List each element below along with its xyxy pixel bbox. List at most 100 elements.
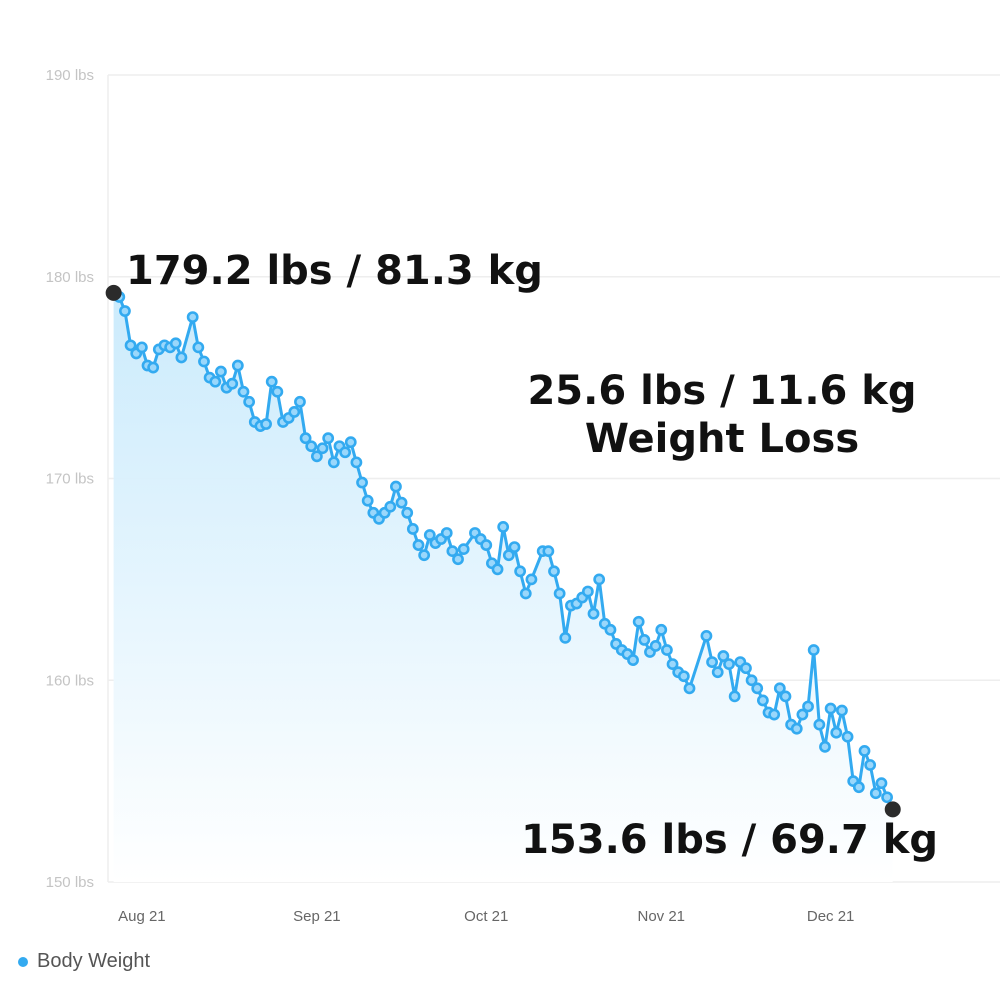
data-point (542, 545, 555, 558)
data-point (299, 432, 312, 445)
data-point (745, 674, 758, 687)
weight-loss-label-annotation: Weight Loss (585, 416, 859, 462)
data-point (649, 640, 662, 652)
endpoint-markers (105, 284, 901, 818)
data-point (581, 585, 594, 598)
data-point (480, 539, 493, 551)
data-point (593, 573, 606, 586)
x-tick-label: Sep 21 (293, 908, 341, 925)
legend-dot-icon (18, 956, 28, 967)
data-point (790, 722, 803, 735)
data-point (260, 418, 272, 430)
data-point (824, 702, 837, 715)
data-point (852, 781, 865, 794)
data-point (711, 666, 724, 679)
data-point (294, 395, 306, 408)
y-tick-label: 150 lbs (46, 874, 94, 891)
data-point (819, 740, 831, 753)
data-point (508, 541, 521, 553)
data-point (881, 791, 893, 804)
data-point (175, 351, 188, 364)
data-point (502, 549, 515, 562)
data-point (638, 634, 651, 646)
x-tick-label: Aug 21 (118, 908, 166, 925)
data-points (107, 286, 899, 816)
data-point (491, 563, 504, 576)
data-point (350, 456, 363, 469)
y-tick-label: 160 lbs (46, 672, 94, 689)
y-tick-label: 170 lbs (46, 471, 94, 488)
data-point (723, 658, 735, 671)
data-point (604, 623, 617, 636)
data-point (418, 549, 431, 562)
x-tick-label: Oct 21 (464, 908, 508, 925)
data-point (406, 523, 419, 535)
start-weight-annotation: 179.2 lbs / 81.3 kg (126, 248, 543, 294)
data-point (717, 650, 730, 662)
data-point (858, 744, 871, 757)
data-point (124, 339, 137, 352)
data-point (559, 631, 572, 644)
data-point (779, 690, 792, 703)
y-axis: 150 lbs 160 lbs 170 lbs 180 lbs 190 lbs (46, 67, 94, 891)
x-tick-label: Dec 21 (807, 908, 855, 925)
data-point (700, 629, 713, 642)
data-point (344, 436, 357, 449)
data-point (751, 682, 764, 695)
data-point (147, 361, 160, 374)
data-point (661, 644, 673, 656)
data-point (756, 694, 769, 707)
data-point (796, 708, 809, 721)
data-point (553, 587, 566, 600)
data-point (209, 375, 222, 388)
data-point (390, 480, 402, 493)
data-point (446, 545, 459, 558)
data-point (384, 500, 397, 513)
data-point (525, 573, 538, 586)
data-point (237, 385, 250, 398)
legend: Body Weight (18, 950, 150, 973)
data-point (440, 527, 453, 539)
data-point (361, 494, 374, 507)
data-point (514, 565, 527, 578)
data-point (243, 395, 256, 408)
data-point (807, 644, 820, 656)
data-point (497, 521, 510, 533)
data-point (316, 442, 329, 455)
data-point (587, 607, 600, 620)
data-point (548, 565, 560, 578)
data-point (226, 377, 239, 390)
data-point (322, 432, 335, 445)
data-point (773, 682, 786, 695)
start-point-marker (105, 284, 122, 301)
y-tick-label: 180 lbs (46, 269, 94, 286)
y-tick-label: 190 lbs (46, 67, 94, 84)
end-weight-annotation: 153.6 lbs / 69.7 kg (521, 817, 938, 863)
data-point (768, 708, 781, 721)
data-point (666, 658, 679, 671)
end-point-marker (884, 801, 901, 818)
data-point (813, 718, 826, 731)
data-point (135, 341, 148, 354)
data-point (192, 341, 205, 354)
data-point (215, 365, 227, 378)
annotations: 179.2 lbs / 81.3 kg 25.6 lbs / 11.6 kg W… (126, 248, 938, 863)
data-point (271, 385, 284, 398)
data-point (401, 506, 414, 519)
data-point (198, 355, 210, 368)
data-point (706, 656, 718, 668)
data-point (412, 539, 425, 551)
data-point (728, 690, 741, 703)
data-point (452, 553, 464, 566)
weight-loss-amount-annotation: 25.6 lbs / 11.6 kg (527, 368, 916, 414)
data-point (830, 726, 843, 739)
data-point (683, 682, 696, 695)
data-point (677, 670, 690, 683)
data-point (186, 311, 199, 323)
data-point (875, 777, 888, 790)
data-point (841, 730, 854, 743)
data-point (265, 375, 278, 388)
data-point (457, 543, 470, 556)
data-point (356, 476, 368, 489)
